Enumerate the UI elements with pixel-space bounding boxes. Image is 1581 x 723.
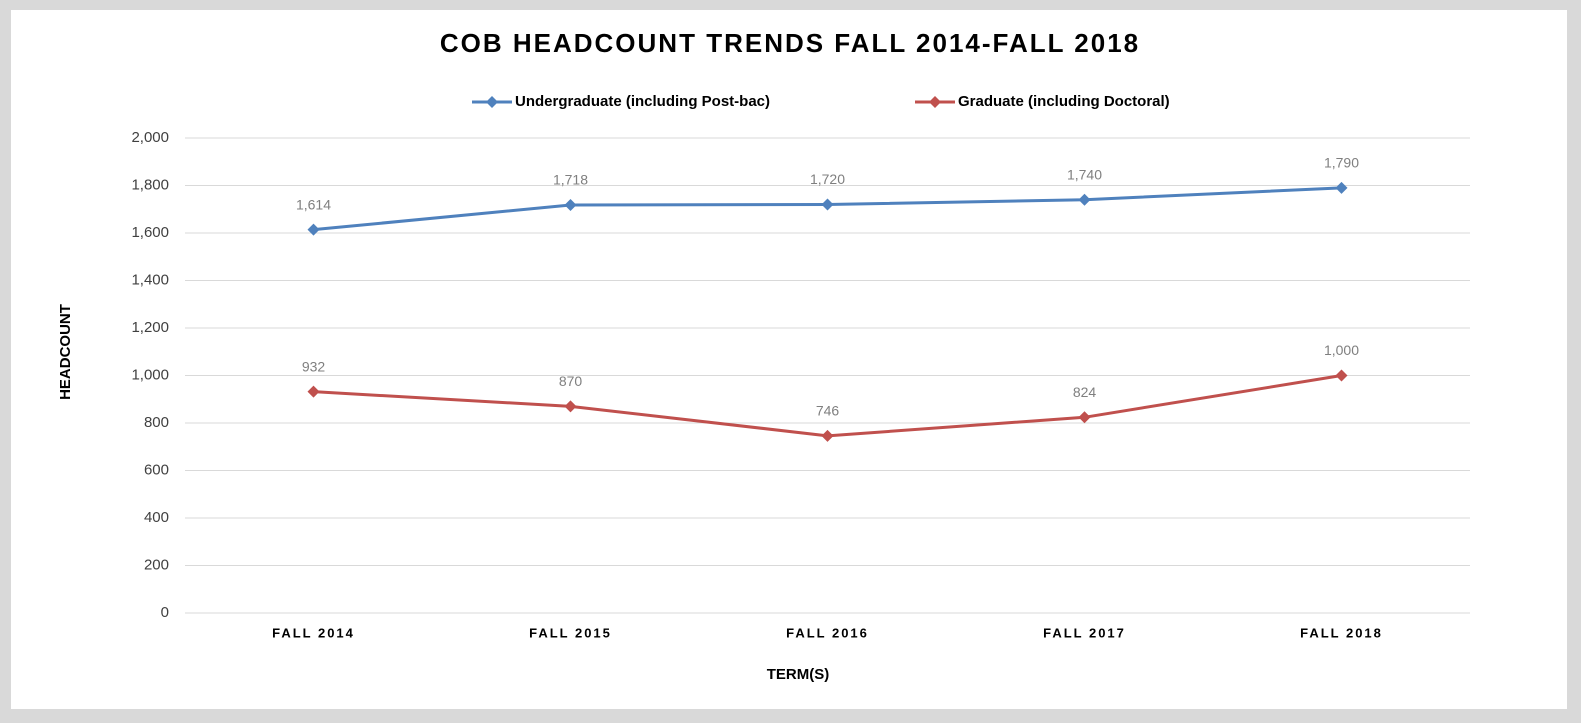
legend-label: Graduate (including Doctoral) bbox=[958, 93, 1170, 110]
x-tick-label: FALL 2016 bbox=[786, 625, 869, 640]
legend-marker bbox=[486, 96, 498, 108]
y-tick-label: 0 bbox=[161, 604, 169, 621]
data-label: 932 bbox=[302, 358, 326, 374]
point-marker bbox=[1078, 411, 1091, 424]
x-tick-label: FALL 2015 bbox=[529, 625, 612, 640]
point-marker bbox=[821, 198, 834, 211]
y-tick-label: 600 bbox=[144, 461, 169, 478]
x-tick-label: FALL 2014 bbox=[272, 625, 355, 640]
y-tick-label: 400 bbox=[144, 509, 169, 526]
y-tick-label: 200 bbox=[144, 556, 169, 573]
y-tick-label: 800 bbox=[144, 414, 169, 431]
chart-area bbox=[11, 10, 1567, 709]
x-axis-label: TERM(S) bbox=[767, 666, 830, 683]
point-marker bbox=[1335, 181, 1348, 194]
y-tick-label: 1,600 bbox=[131, 224, 169, 241]
data-label: 1,614 bbox=[296, 196, 331, 212]
x-tick-label: FALL 2018 bbox=[1300, 625, 1383, 640]
point-marker bbox=[564, 198, 577, 211]
x-tick-label: FALL 2017 bbox=[1043, 625, 1126, 640]
point-marker bbox=[564, 400, 577, 413]
y-tick-label: 1,200 bbox=[131, 319, 169, 336]
y-tick-label: 1,400 bbox=[131, 271, 169, 288]
point-marker bbox=[1335, 369, 1348, 382]
point-marker bbox=[307, 223, 320, 236]
point-marker bbox=[307, 385, 320, 398]
point-marker bbox=[821, 429, 834, 442]
data-label: 870 bbox=[559, 373, 583, 389]
data-label: 746 bbox=[816, 403, 840, 419]
data-label: 824 bbox=[1073, 384, 1097, 400]
point-marker bbox=[1078, 193, 1091, 206]
data-label: 1,000 bbox=[1324, 342, 1359, 358]
data-label: 1,790 bbox=[1324, 155, 1359, 171]
y-axis-label: HEADCOUNT bbox=[57, 304, 74, 400]
data-label: 1,718 bbox=[553, 172, 588, 188]
data-label: 1,740 bbox=[1067, 166, 1102, 182]
y-tick-label: 1,800 bbox=[131, 176, 169, 193]
chart-title: COB HEADCOUNT TRENDS FALL 2014-FALL 2018 bbox=[440, 28, 1140, 58]
legend-label: Undergraduate (including Post-bac) bbox=[515, 93, 770, 110]
data-label: 1,720 bbox=[810, 171, 845, 187]
y-tick-label: 1,000 bbox=[131, 366, 169, 383]
y-tick-label: 2,000 bbox=[131, 129, 169, 146]
legend-marker bbox=[929, 96, 941, 108]
